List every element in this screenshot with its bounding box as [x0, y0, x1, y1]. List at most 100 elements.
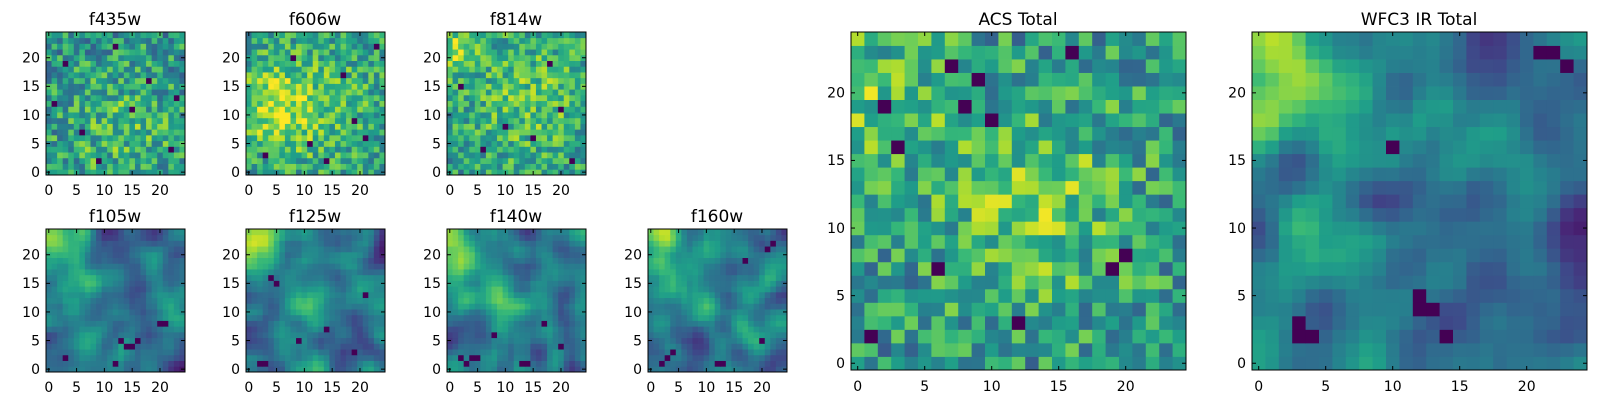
heatmap-cell	[351, 117, 358, 124]
heatmap-cell	[168, 331, 175, 339]
heatmap-cell	[140, 309, 147, 316]
heatmap-cell	[301, 134, 308, 142]
heatmap-cell	[1119, 248, 1133, 263]
heatmap-cell	[323, 123, 330, 130]
heatmap-cell	[714, 286, 721, 293]
heatmap-cell	[368, 83, 375, 90]
heatmap-cell	[775, 337, 782, 344]
heatmap-cell	[368, 314, 375, 321]
heatmap-cell	[502, 134, 509, 142]
heatmap-cell	[157, 337, 164, 344]
heatmap-cell	[246, 106, 252, 113]
heatmap-cell	[714, 349, 721, 356]
heatmap-cell	[519, 72, 526, 79]
heatmap-cell	[541, 240, 548, 247]
heatmap-cell	[146, 280, 153, 287]
heatmap-cell	[329, 89, 336, 96]
heatmap-cell	[318, 286, 325, 293]
heatmap-cell	[68, 123, 75, 130]
heatmap-cell	[508, 43, 515, 50]
heatmap-cell	[770, 246, 777, 253]
heatmap-cell	[452, 129, 459, 136]
heatmap-cell	[491, 140, 498, 147]
heatmap-cell	[770, 314, 777, 321]
heatmap-cell	[524, 246, 531, 253]
heatmap-cell	[257, 146, 264, 153]
heatmap-cell	[62, 54, 69, 61]
heatmap-cell	[463, 54, 470, 61]
heatmap-cell	[379, 240, 386, 247]
heatmap-cell	[535, 343, 542, 350]
heatmap-cell	[368, 269, 375, 276]
heatmap-cell	[129, 49, 136, 56]
heatmap-cell	[251, 303, 258, 310]
heatmap-cell	[46, 257, 52, 264]
tick-marks	[46, 32, 185, 175]
heatmap-cell	[179, 349, 186, 356]
heatmap-cell	[118, 77, 125, 84]
heatmap-cell	[368, 337, 375, 344]
heatmap-cell	[129, 326, 136, 333]
heatmap-cell	[118, 257, 125, 264]
y-tick-label: 0	[231, 165, 240, 181]
heatmap-cell	[118, 303, 125, 310]
heatmap-cell	[334, 43, 341, 50]
heatmap-cell	[569, 326, 576, 333]
heatmap-cell	[524, 263, 531, 270]
heatmap-cell	[447, 60, 453, 67]
heatmap-cell	[452, 117, 459, 124]
heatmap-cell	[731, 286, 738, 293]
heatmap-cell	[262, 354, 269, 361]
heatmap-cell	[904, 315, 919, 330]
heatmap-cell	[530, 37, 537, 44]
heatmap-cell	[46, 117, 52, 124]
heatmap-cell	[379, 343, 386, 350]
x-tick-label: 20	[351, 183, 369, 199]
heatmap-cell	[580, 66, 587, 73]
heatmap-cell	[703, 297, 710, 304]
heatmap-cell	[558, 291, 565, 299]
heatmap-cell	[340, 83, 347, 90]
heatmap-cell	[480, 354, 487, 361]
heatmap-cell	[519, 314, 526, 321]
heatmap-cell	[458, 309, 465, 316]
heatmap-cell	[96, 163, 102, 170]
heatmap-cell	[284, 280, 291, 287]
heatmap-cell	[558, 309, 565, 316]
heatmap-cell	[480, 309, 487, 316]
x-tick-label: 0	[44, 183, 53, 199]
heatmap-cell	[268, 343, 275, 350]
heatmap-cell	[458, 146, 465, 153]
heatmap-cell	[502, 251, 509, 258]
heatmap-cell	[312, 106, 319, 113]
heatmap-cell	[725, 314, 732, 321]
heatmap-cell	[107, 32, 114, 39]
heatmap-cell	[312, 291, 319, 299]
heatmap-cell	[290, 280, 297, 287]
heatmap-cell	[79, 354, 86, 361]
heatmap-cell	[62, 320, 69, 327]
heatmap-cell	[373, 123, 380, 130]
heatmap-cell	[664, 291, 671, 299]
heatmap-cell	[918, 302, 932, 317]
heatmap-cell	[1011, 207, 1026, 222]
heatmap-cell	[140, 326, 147, 333]
heatmap-cell	[273, 291, 280, 299]
heatmap-cell	[357, 43, 364, 50]
heatmap-cell	[502, 83, 509, 90]
heatmap-cell	[323, 240, 330, 247]
heatmap-cell	[485, 54, 492, 61]
heatmap-cell	[447, 163, 453, 170]
heatmap-cell	[675, 280, 682, 287]
heatmap-cell	[541, 303, 548, 310]
heatmap-cell	[1011, 329, 1026, 344]
heatmap-cell	[334, 77, 341, 84]
heatmap-cell	[346, 83, 353, 90]
heatmap-cell	[686, 309, 693, 316]
heatmap-cell	[323, 163, 330, 170]
heatmap-cell	[362, 343, 369, 350]
heatmap-cell	[123, 129, 130, 136]
heatmap-cell	[107, 263, 114, 270]
heatmap-cell	[781, 326, 788, 333]
heatmap-cell	[659, 314, 666, 321]
